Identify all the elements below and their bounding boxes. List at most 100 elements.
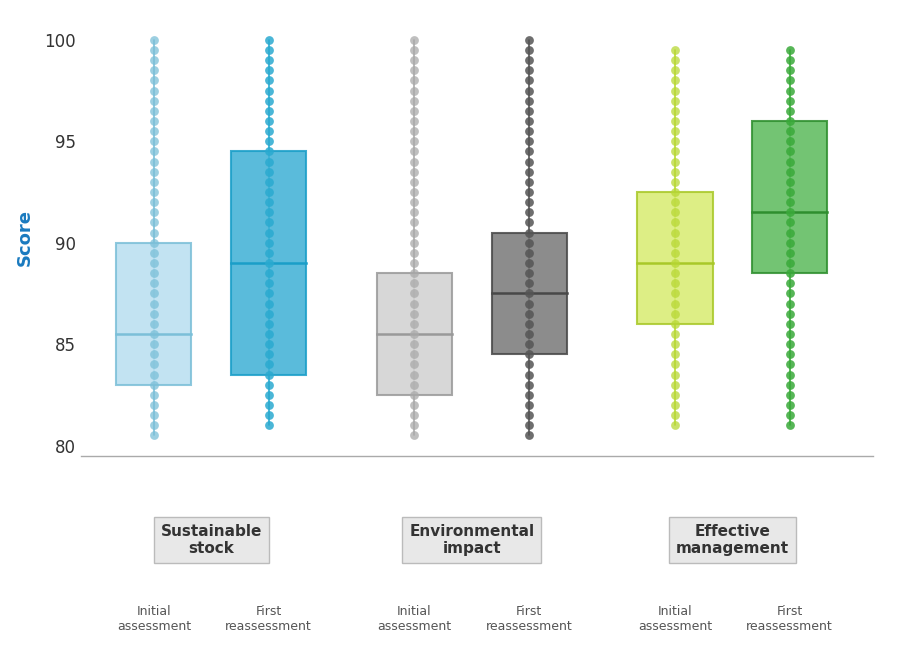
Point [782, 318, 796, 329]
Point [408, 359, 422, 370]
Point [147, 65, 161, 76]
Point [147, 136, 161, 146]
Point [408, 298, 422, 309]
Point [668, 187, 682, 197]
Point [522, 136, 536, 146]
Text: Environmental
impact: Environmental impact [410, 524, 535, 557]
Point [261, 75, 275, 85]
Point [408, 339, 422, 350]
Point [408, 238, 422, 248]
Point [522, 187, 536, 197]
Point [782, 420, 796, 430]
Point [522, 126, 536, 136]
Point [261, 146, 275, 157]
Point [408, 227, 422, 238]
Point [668, 359, 682, 370]
Point [147, 329, 161, 339]
Point [408, 278, 422, 288]
Point [668, 167, 682, 177]
Point [522, 420, 536, 430]
Point [668, 390, 682, 400]
Point [668, 288, 682, 299]
Point [522, 430, 536, 441]
Point [782, 75, 796, 85]
Point [782, 400, 796, 410]
Point [668, 410, 682, 421]
Point [522, 318, 536, 329]
Text: First
reassessment: First reassessment [225, 605, 312, 633]
FancyBboxPatch shape [491, 232, 567, 354]
Point [408, 380, 422, 390]
Point [261, 329, 275, 339]
Point [782, 349, 796, 359]
Point [522, 400, 536, 410]
Point [668, 96, 682, 106]
Point [408, 420, 422, 430]
Point [782, 197, 796, 207]
Point [408, 65, 422, 76]
Point [147, 258, 161, 268]
Point [261, 96, 275, 106]
Point [522, 45, 536, 55]
Point [147, 55, 161, 65]
Point [782, 105, 796, 116]
Point [408, 410, 422, 421]
Point [408, 167, 422, 177]
Point [261, 339, 275, 350]
Point [668, 176, 682, 187]
Point [782, 309, 796, 319]
Text: First
reassessment: First reassessment [486, 605, 572, 633]
Point [782, 390, 796, 400]
Point [261, 238, 275, 248]
Point [782, 176, 796, 187]
Point [522, 258, 536, 268]
Point [408, 400, 422, 410]
Point [147, 176, 161, 187]
Point [147, 369, 161, 380]
Point [522, 176, 536, 187]
Point [522, 156, 536, 167]
Text: Effective
management: Effective management [676, 524, 789, 557]
Text: Initial
assessment: Initial assessment [377, 605, 452, 633]
Point [522, 217, 536, 228]
Point [668, 238, 682, 248]
Point [147, 359, 161, 370]
Point [408, 75, 422, 85]
Point [522, 197, 536, 207]
Point [147, 197, 161, 207]
Point [147, 288, 161, 299]
Point [408, 258, 422, 268]
Point [522, 75, 536, 85]
Point [261, 258, 275, 268]
Point [261, 45, 275, 55]
Point [408, 369, 422, 380]
Point [408, 268, 422, 279]
Point [408, 126, 422, 136]
Point [261, 35, 275, 45]
Point [782, 167, 796, 177]
Point [668, 207, 682, 217]
Point [261, 349, 275, 359]
Point [668, 298, 682, 309]
Point [668, 105, 682, 116]
Point [261, 309, 275, 319]
FancyBboxPatch shape [752, 121, 827, 273]
Point [408, 96, 422, 106]
Point [261, 65, 275, 76]
Point [147, 349, 161, 359]
Point [147, 298, 161, 309]
Point [408, 288, 422, 299]
Point [782, 369, 796, 380]
Point [261, 126, 275, 136]
Point [147, 207, 161, 217]
Point [261, 197, 275, 207]
Point [408, 176, 422, 187]
Point [782, 268, 796, 279]
Point [522, 55, 536, 65]
Point [668, 197, 682, 207]
Point [668, 268, 682, 279]
Point [261, 136, 275, 146]
Point [261, 400, 275, 410]
Point [261, 359, 275, 370]
Point [408, 430, 422, 441]
